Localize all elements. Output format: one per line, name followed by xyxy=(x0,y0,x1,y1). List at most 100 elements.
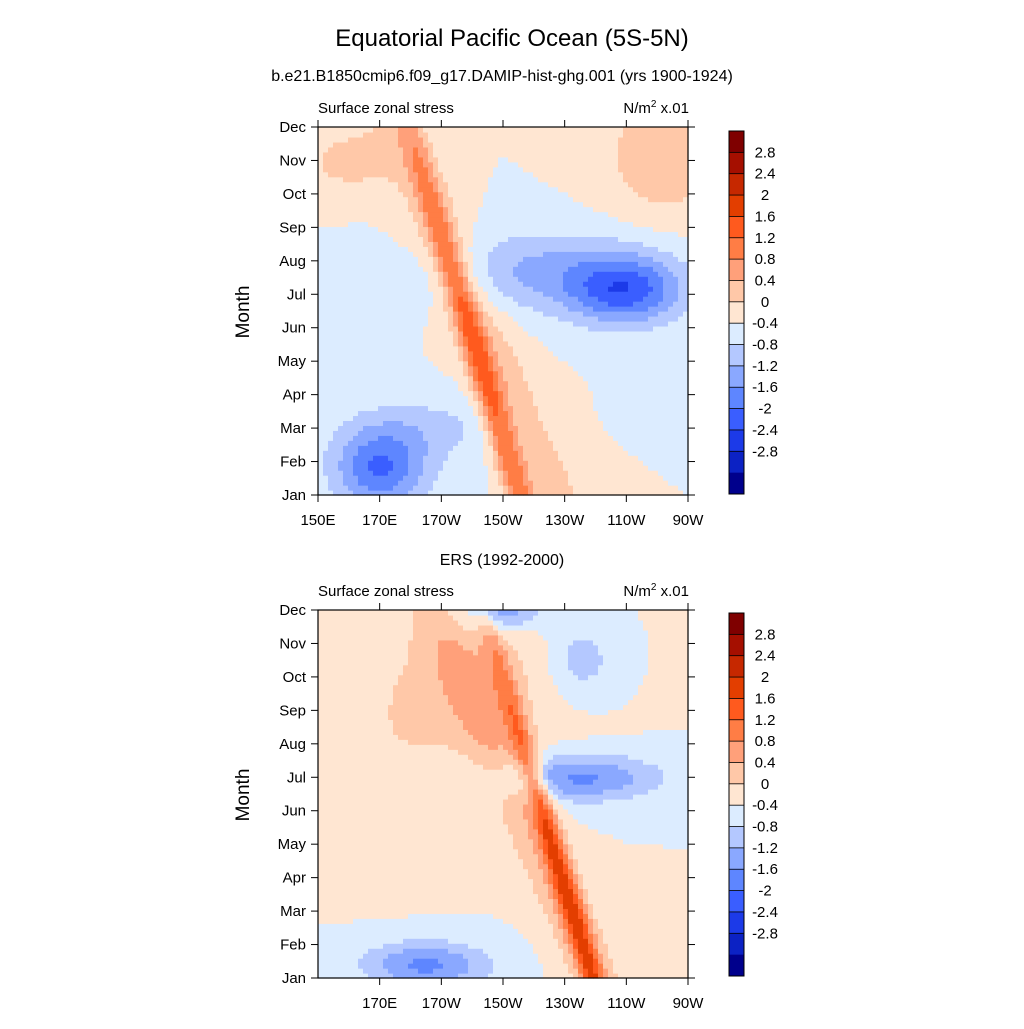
contour-cell xyxy=(593,370,599,377)
contour-cell xyxy=(553,410,559,417)
contour-cell xyxy=(623,216,629,223)
contour-cell xyxy=(433,360,439,367)
contour-cell xyxy=(598,485,604,491)
contour-cell xyxy=(473,350,479,357)
contour-cell xyxy=(463,166,469,173)
contour-cell xyxy=(613,400,619,407)
contour-cell xyxy=(618,161,624,168)
contour-cell xyxy=(543,266,549,272)
contour-cell xyxy=(383,430,389,436)
contour-cell xyxy=(398,375,404,382)
contour-cell xyxy=(318,236,324,242)
contour-cell xyxy=(333,261,339,267)
contour-cell xyxy=(468,480,474,486)
contour-cell xyxy=(583,281,589,287)
contour-cell xyxy=(633,415,639,421)
contour-cell xyxy=(418,226,424,233)
contour-cell xyxy=(508,375,514,382)
contour-cell xyxy=(568,136,574,143)
contour-cell xyxy=(643,311,649,317)
contour-cell xyxy=(478,151,484,158)
contour-cell xyxy=(583,435,589,441)
contour-cell xyxy=(558,216,564,223)
contour-cell xyxy=(643,127,649,133)
contour-cell xyxy=(563,136,569,143)
contour-cell xyxy=(358,450,364,456)
contour-cell xyxy=(498,435,504,441)
contour-cell xyxy=(648,405,654,412)
contour-cell xyxy=(373,415,379,421)
contour-cell xyxy=(478,201,484,208)
contour-cell xyxy=(443,390,449,397)
contour-cell xyxy=(623,191,629,198)
contour-cell xyxy=(648,330,654,337)
contour-cell xyxy=(338,340,344,347)
contour-cell xyxy=(398,211,404,218)
contour-cell xyxy=(608,136,614,143)
contour-cell xyxy=(413,425,419,431)
contour-cell xyxy=(343,345,349,352)
contour-cell xyxy=(373,330,379,337)
contour-cell xyxy=(543,340,549,347)
contour-cell xyxy=(643,490,649,496)
contour-cell xyxy=(393,271,399,277)
contour-cell xyxy=(613,251,619,257)
contour-cell xyxy=(478,146,484,153)
contour-cell xyxy=(363,261,369,267)
contour-cell xyxy=(383,450,389,456)
contour-cell xyxy=(523,445,529,451)
contour-cell xyxy=(568,365,574,372)
contour-cell xyxy=(463,256,469,262)
contour-cell xyxy=(633,430,639,436)
contour-cell xyxy=(328,345,334,352)
contour-cell xyxy=(478,221,484,228)
contour-cell xyxy=(378,266,384,272)
contour-cell xyxy=(358,490,364,496)
contour-cell xyxy=(488,141,494,148)
contour-cell xyxy=(543,430,549,436)
contour-cell xyxy=(463,266,469,272)
contour-cell xyxy=(518,395,524,402)
contour-cell xyxy=(358,266,364,272)
contour-cell xyxy=(588,131,594,138)
contour-cell xyxy=(453,191,459,198)
contour-cell xyxy=(488,340,494,347)
contour-cell xyxy=(638,171,644,178)
contour-cell xyxy=(423,465,429,471)
contour-cell xyxy=(653,410,659,417)
contour-cell xyxy=(603,415,609,421)
contour-cell xyxy=(618,221,624,228)
contour-cell xyxy=(633,127,639,133)
contour-cell xyxy=(418,181,424,188)
contour-cell xyxy=(408,291,414,297)
contour-cell xyxy=(568,460,574,466)
contour-cell xyxy=(368,156,374,163)
contour-cell xyxy=(328,410,334,417)
contour-cell xyxy=(623,201,629,208)
contour-cell xyxy=(558,291,564,297)
contour-cell xyxy=(393,171,399,178)
contour-cell xyxy=(418,186,424,193)
contour-cell xyxy=(473,485,479,491)
contour-cell xyxy=(318,261,324,267)
contour-cell xyxy=(493,146,499,153)
contour-cell xyxy=(578,131,584,138)
contour-cell xyxy=(588,480,594,486)
contour-cell xyxy=(448,380,454,387)
contour-cell xyxy=(473,296,479,302)
contour-cell xyxy=(433,256,439,262)
contour-cell xyxy=(498,340,504,347)
contour-cell xyxy=(413,335,419,342)
contour-cell xyxy=(513,166,519,173)
contour-cell xyxy=(443,251,449,257)
contour-cell xyxy=(483,325,489,332)
contour-cell xyxy=(563,141,569,148)
contour-cell xyxy=(383,330,389,337)
contour-cell xyxy=(373,291,379,297)
contour-cell xyxy=(418,256,424,262)
contour-cell xyxy=(628,141,634,148)
figure-title: Equatorial Pacific Ocean (5S-5N) xyxy=(335,25,688,52)
contour-cell xyxy=(583,485,589,491)
contour-cell xyxy=(423,291,429,297)
contour-cell xyxy=(418,191,424,198)
